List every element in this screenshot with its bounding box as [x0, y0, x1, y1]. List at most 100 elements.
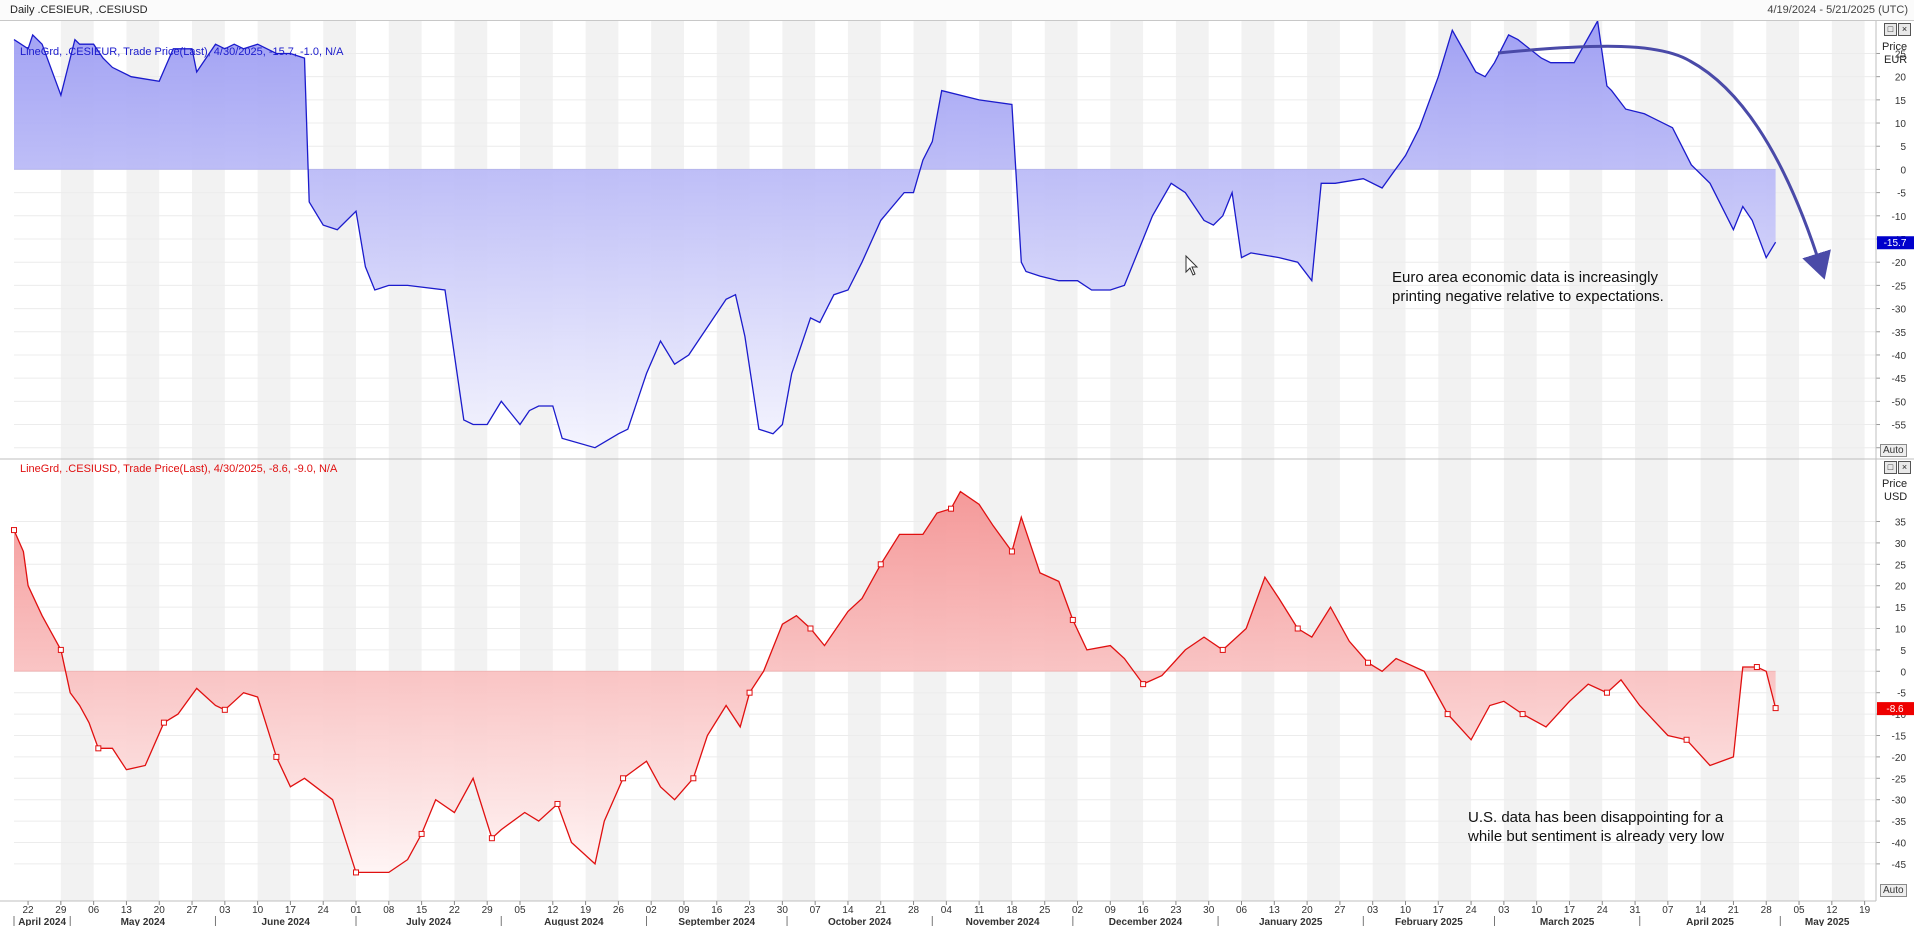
maximize-icon[interactable]: □ — [1884, 23, 1897, 36]
data-point-marker — [57, 646, 64, 653]
y-tick-label: -20 — [1892, 753, 1907, 764]
data-point-marker — [488, 835, 495, 842]
x-tick-label: 13 — [121, 905, 133, 916]
month-label: September 2024 — [678, 917, 755, 926]
data-point-marker — [1069, 616, 1076, 623]
week-band — [782, 21, 816, 901]
data-point-marker — [221, 706, 228, 713]
x-tick-label: 02 — [646, 905, 658, 916]
x-tick-label: 22 — [22, 905, 34, 916]
x-tick-label: 16 — [711, 905, 723, 916]
close-icon[interactable]: × — [1898, 23, 1911, 36]
usd-area-series — [11, 490, 1779, 876]
x-tick-label: 24 — [1466, 905, 1478, 916]
y-tick-label: -35 — [1892, 328, 1907, 339]
week-band — [1766, 21, 1800, 901]
week-band — [1831, 21, 1865, 901]
annotation-usd: U.S. data has been disappointing for a w… — [1468, 808, 1724, 846]
axis-unit-top: EUR — [1884, 54, 1907, 66]
x-tick-label: 03 — [1367, 905, 1379, 916]
x-tick-label: 26 — [613, 905, 625, 916]
data-point-marker — [273, 753, 280, 760]
x-tick-label: 10 — [252, 905, 264, 916]
month-label: May 2025 — [1805, 917, 1850, 926]
data-point-marker — [1683, 736, 1690, 743]
x-tick-label: 31 — [1629, 905, 1641, 916]
data-point-marker — [877, 561, 884, 568]
y-tick-label: -45 — [1892, 860, 1907, 871]
x-tick-label: 12 — [1826, 905, 1838, 916]
month-label: April 2025 — [1686, 917, 1734, 926]
chart-area[interactable]: 2520151050-5-10-15-20-25-30-35-40-45-50-… — [0, 21, 1914, 926]
eur-area-series — [13, 21, 1777, 449]
y-tick-label: 20 — [1895, 73, 1907, 84]
auto-scale-button-top[interactable]: Auto — [1880, 444, 1907, 457]
data-point-marker — [160, 719, 167, 726]
x-tick-label: 18 — [1006, 905, 1018, 916]
x-tick-label: 17 — [1564, 905, 1576, 916]
data-point-marker — [1519, 711, 1526, 718]
auto-scale-button-bottom[interactable]: Auto — [1880, 884, 1907, 897]
x-tick-label: 30 — [1203, 905, 1215, 916]
axis-title-top: Price — [1882, 41, 1907, 53]
y-tick-label: 25 — [1895, 49, 1907, 60]
data-point-marker — [554, 800, 561, 807]
week-band — [1372, 21, 1406, 901]
y-tick-label: 35 — [1895, 518, 1907, 529]
y-tick-label: -10 — [1892, 710, 1907, 721]
x-tick-label: 21 — [1728, 905, 1740, 916]
y-tick-label: 5 — [1900, 646, 1906, 657]
y-axis-top: 2520151050-5-10-15-20-25-30-35-40-45-50-… — [1876, 49, 1907, 455]
month-label: May 2024 — [121, 917, 166, 926]
annotation-eur: Euro area economic data is increasingly … — [1392, 268, 1664, 306]
y-tick-label: 15 — [1895, 96, 1907, 107]
y-tick-label: -45 — [1892, 374, 1907, 385]
data-point-marker — [95, 745, 102, 752]
y-tick-label: -30 — [1892, 305, 1907, 316]
y-tick-label: 5 — [1900, 142, 1906, 153]
x-tick-label: 29 — [55, 905, 67, 916]
x-tick-label: 14 — [842, 905, 854, 916]
annotation-eur-line2: printing negative relative to expectatio… — [1392, 288, 1664, 305]
maximize-icon[interactable]: □ — [1884, 461, 1897, 474]
x-tick-label: 28 — [908, 905, 920, 916]
forecast-arrow — [1497, 44, 1831, 280]
month-label: October 2024 — [828, 917, 892, 926]
week-band — [1241, 21, 1275, 901]
x-tick-label: 20 — [1302, 905, 1314, 916]
y-tick-label: -40 — [1892, 838, 1907, 849]
data-point-marker — [746, 689, 753, 696]
x-tick-label: 13 — [1269, 905, 1281, 916]
x-tick-label: 29 — [482, 905, 494, 916]
date-range: 4/19/2024 - 5/21/2025 (UTC) — [1767, 4, 1908, 16]
y-tick-label: 15 — [1895, 603, 1907, 614]
data-point-marker — [418, 830, 425, 837]
data-point-marker — [353, 869, 360, 876]
data-point-marker — [807, 625, 814, 632]
annotation-eur-line1: Euro area economic data is increasingly — [1392, 269, 1658, 286]
x-tick-label: 27 — [186, 905, 198, 916]
x-tick-label: 23 — [1170, 905, 1182, 916]
x-tick-label: 12 — [547, 905, 559, 916]
month-label: June 2024 — [262, 917, 311, 926]
x-tick-label: 27 — [1334, 905, 1346, 916]
y-tick-label: -25 — [1892, 774, 1907, 785]
axis-unit-bottom: USD — [1884, 491, 1907, 503]
x-tick-label: 04 — [941, 905, 953, 916]
x-tick-label: 06 — [88, 905, 100, 916]
x-tick-label: 24 — [1597, 905, 1609, 916]
cursor-icon — [1185, 254, 1199, 276]
x-tick-label: 11 — [974, 905, 985, 916]
x-tick-label: 21 — [875, 905, 887, 916]
window-titlebar: Daily .CESIEUR, .CESIUSD 4/19/2024 - 5/2… — [0, 0, 1914, 21]
week-band — [847, 21, 881, 901]
y-tick-label: -10 — [1892, 212, 1907, 223]
x-tick-label: 16 — [1138, 905, 1150, 916]
x-tick-label: 05 — [1793, 905, 1805, 916]
data-point-marker — [1219, 646, 1226, 653]
x-tick-label: 15 — [416, 905, 428, 916]
x-tick-label: 28 — [1761, 905, 1773, 916]
close-icon[interactable]: × — [1898, 461, 1911, 474]
week-band — [1175, 21, 1209, 901]
series-line — [13, 490, 1777, 874]
